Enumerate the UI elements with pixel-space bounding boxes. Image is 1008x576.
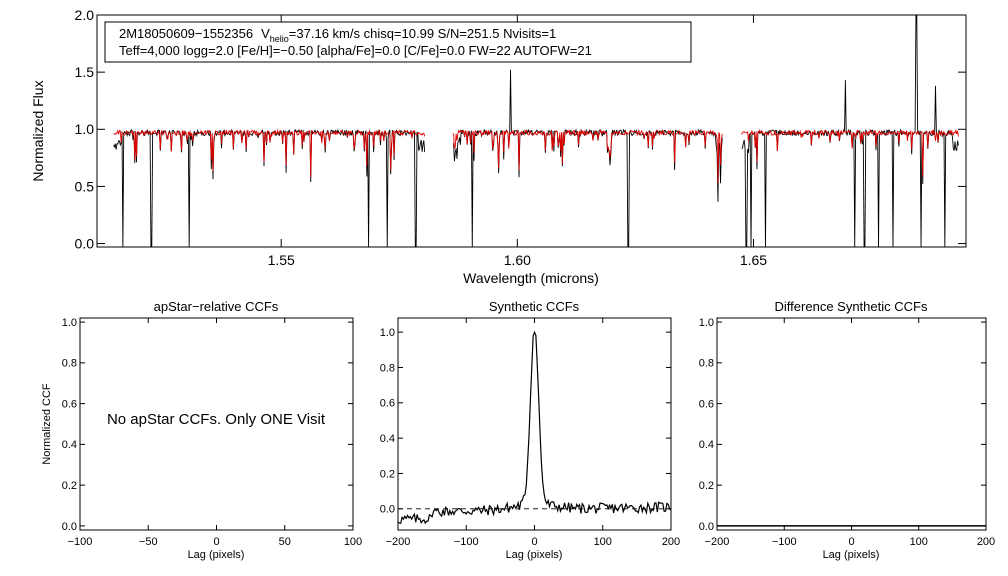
difference-ccf-panel: −200 −100 0 100 200 0.0 0.2 0.4 0.6 0.8 1.0 Differ… (699, 299, 995, 561)
x-tick-label: 100 (910, 536, 928, 548)
x-tick-label: −50 (139, 536, 158, 548)
x-tick-label: −100 (454, 536, 479, 548)
x-tick-label: 1.55 (268, 252, 295, 268)
x-tick-label: 0 (213, 536, 219, 548)
difference-ccf-title: Difference Synthetic CCFs (775, 299, 928, 314)
y-tick-label: 0.0 (699, 521, 714, 533)
x-tick-label: 100 (344, 536, 362, 548)
x-tick-label: 100 (594, 536, 612, 548)
y-tick-label: 0.8 (699, 358, 714, 370)
apstar-ccf-message: No apStar CCFs. Only ONE Visit (107, 411, 326, 428)
y-tick-label: 2.0 (75, 7, 95, 23)
y-tick-label: 0.6 (699, 398, 714, 410)
apstar-ccf-panel: −100 −50 0 50 100 0.0 0.2 0.4 0.6 0.8 1.0 apStar−r… (41, 299, 362, 561)
synthetic-ccf-ticks: −200 −100 0 100 200 0.0 0.2 0.4 0.6 0.8 1.0 (380, 318, 680, 548)
v-prefix: V (261, 26, 270, 41)
apstar-ccf-ticks: −100 −50 0 50 100 0.0 0.2 0.4 0.6 0.8 1.0 (62, 317, 362, 548)
x-tick-label: 50 (279, 536, 291, 548)
y-tick-label: 1.5 (75, 64, 95, 80)
y-tick-label: 0.0 (75, 235, 95, 251)
spectrum-xlabel: Wavelength (microns) (463, 270, 599, 286)
x-tick-label: 200 (977, 536, 995, 548)
synthetic-ccf-series (397, 330, 672, 525)
y-tick-label: 0.0 (380, 504, 395, 516)
spectrum-annotation-box (104, 21, 692, 63)
model-spectrum-chip-1 (113, 129, 426, 177)
x-tick-label: 200 (662, 536, 680, 548)
y-tick-label: 0.2 (62, 480, 77, 492)
y-tick-label: 0.4 (699, 439, 714, 451)
apstar-ccf-title: apStar−relative CCFs (154, 299, 279, 314)
synthetic-ccf-title: Synthetic CCFs (489, 299, 580, 314)
spectrum-plot-frame (96, 14, 967, 248)
observed-spectrum-chip-3 (741, 14, 959, 248)
y-tick-label: 1.0 (380, 327, 395, 339)
y-tick-label: 0.8 (62, 358, 77, 370)
difference-ccf-ticks: −200 −100 0 100 200 0.0 0.2 0.4 0.6 0.8 1.0 (699, 317, 995, 548)
synthetic-ccf-frame (397, 317, 672, 531)
apstar-ccf-xlabel: Lag (pixels) (188, 549, 245, 561)
model-spectrum-chip-3 (741, 128, 959, 177)
apstar-ccf-ylabel: Normalized CCF (41, 383, 53, 465)
star-id: 2M18050609−1552356 (119, 26, 253, 41)
y-tick-label: 0.6 (62, 398, 77, 410)
x-tick-label: 0 (848, 536, 854, 548)
synthetic-ccf-xlabel: Lag (pixels) (506, 549, 563, 561)
v-rest: =37.16 km/s chisq=10.99 S/N=251.5 Nvisit… (289, 26, 556, 41)
y-tick-label: 1.0 (62, 317, 77, 329)
observed-spectrum-chip-2 (453, 69, 723, 248)
x-tick-label: 1.60 (504, 252, 531, 268)
y-tick-label: 1.0 (75, 121, 95, 137)
model-spectrum-chip-2 (453, 128, 723, 184)
y-tick-label: 0.6 (380, 398, 395, 410)
spectrum-panel: 1.55 1.60 1.65 0.0 0.5 1.0 1.5 2.0 2M18050609−1… (30, 7, 967, 286)
synthetic-ccf-panel: −200 −100 0 100 200 0.0 0.2 0.4 0.6 0.8 1.0 Synthe… (380, 299, 680, 561)
spectrum-annotation-line2: Teff=4,000 logg=2.0 [Fe/H]=−0.50 [alpha/… (119, 43, 592, 58)
difference-ccf-xlabel: Lag (pixels) (823, 549, 880, 561)
x-tick-label: −100 (772, 536, 797, 548)
x-tick-label: −100 (68, 536, 93, 548)
y-tick-label: 0.8 (380, 362, 395, 374)
x-tick-label: 0 (531, 536, 537, 548)
spectrum-series (113, 14, 959, 248)
x-tick-label: −200 (705, 536, 730, 548)
y-tick-label: 0.5 (75, 178, 95, 194)
y-tick-label: 0.2 (699, 480, 714, 492)
y-tick-label: 0.2 (380, 468, 395, 480)
synthetic-ccf-line (397, 330, 672, 525)
difference-ccf-frame (716, 317, 987, 531)
v-subscript: helio (270, 34, 289, 44)
y-tick-label: 1.0 (699, 317, 714, 329)
spectrum-annotation-line1: 2M18050609−1552356 Vhelio=37.16 km/s chis… (119, 26, 556, 44)
y-tick-label: 0.4 (62, 439, 77, 451)
spectrum-ticks: 1.55 1.60 1.65 0.0 0.5 1.0 1.5 2.0 (75, 7, 966, 268)
spectrum-ylabel: Normalized Flux (30, 80, 46, 181)
y-tick-label: 0.4 (380, 433, 395, 445)
x-tick-label: −200 (386, 536, 411, 548)
x-tick-label: 1.65 (740, 252, 767, 268)
y-tick-label: 0.0 (62, 521, 77, 533)
